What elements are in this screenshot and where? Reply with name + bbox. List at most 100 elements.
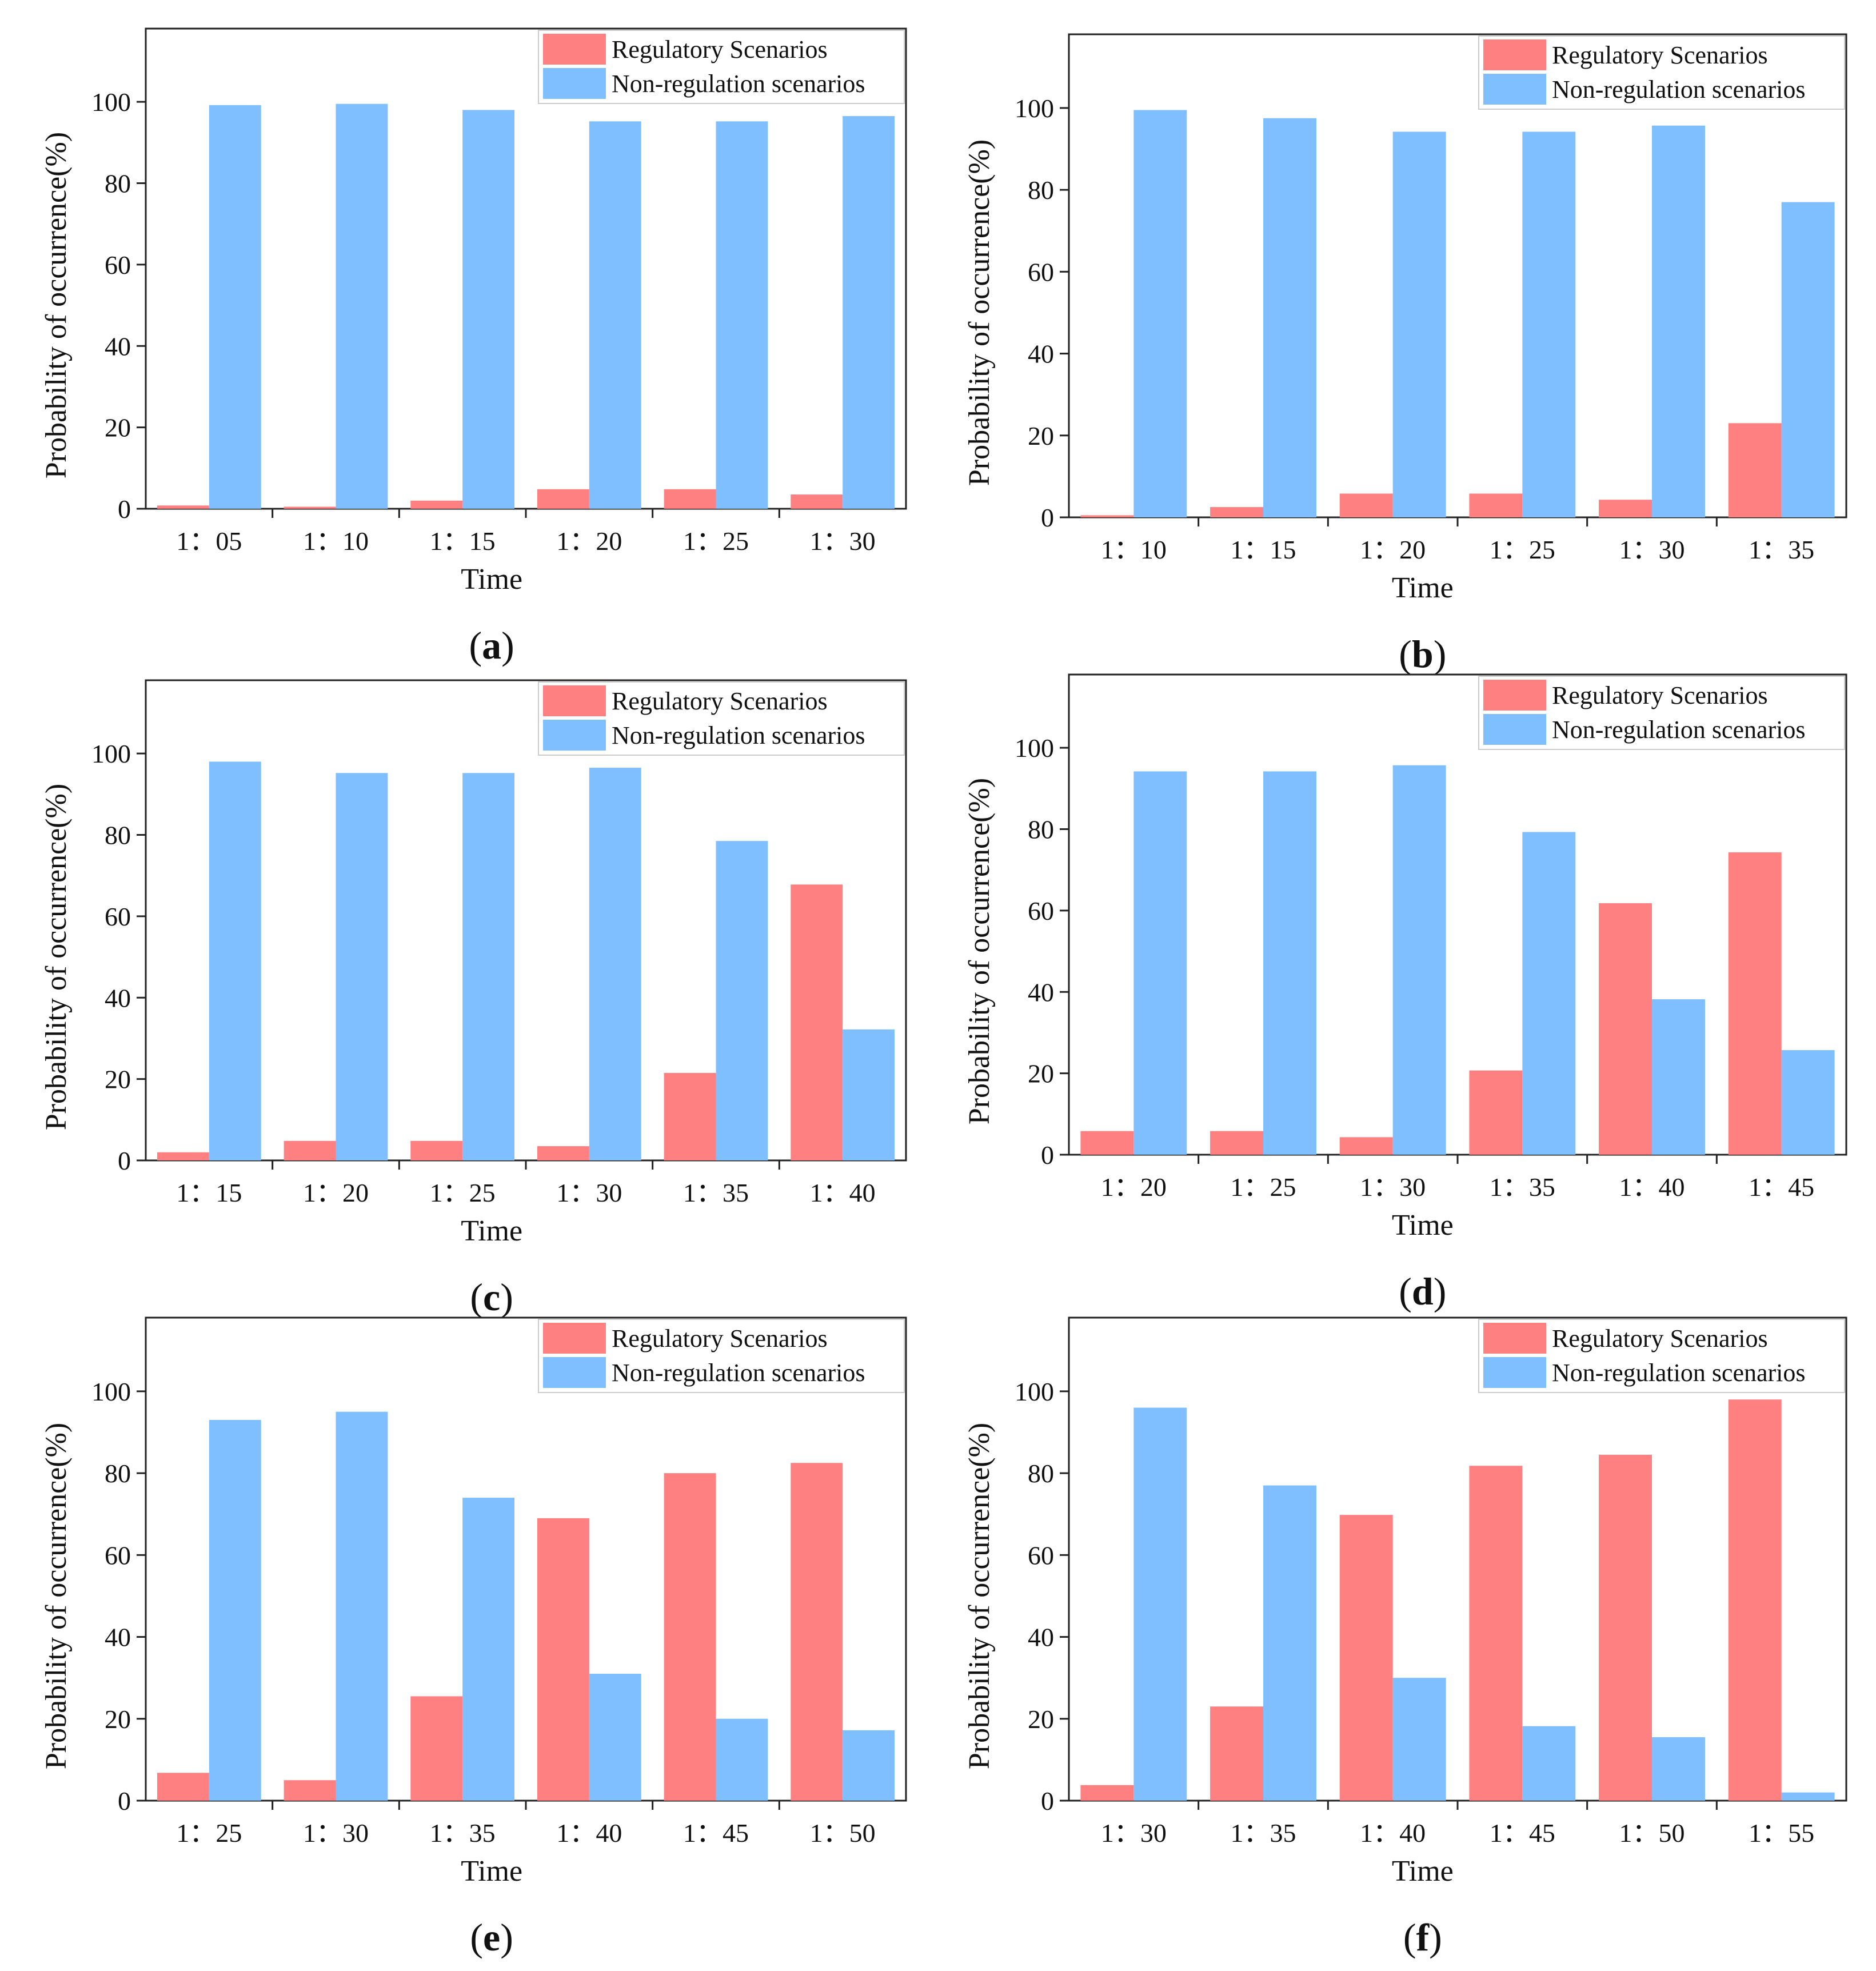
- x-tick-label: 1：35: [1231, 1818, 1296, 1848]
- x-tick-label: 1：30: [1101, 1818, 1167, 1848]
- legend-label: Non-regulation scenarios: [1552, 716, 1806, 744]
- y-tick-label: 80: [1028, 815, 1054, 844]
- bar-non-regulation: [1392, 765, 1446, 1155]
- legend-label: Non-regulation scenarios: [612, 1359, 865, 1387]
- x-tick-label: 1：30: [556, 1178, 622, 1207]
- x-tick-label: 1：45: [683, 1818, 749, 1848]
- legend: Regulatory Scenarios Non-regulation scena…: [538, 1319, 905, 1393]
- legend-swatch: [543, 68, 606, 99]
- bar-non-regulation: [1133, 1407, 1187, 1801]
- bar-regulatory: [1599, 903, 1652, 1155]
- bar-non-regulation: [1522, 131, 1576, 518]
- chart-panel-d: 0 20 40 60 80 100 1：20 1：25 1：30 1：35 1：40 1：45 Time…: [963, 673, 1847, 1313]
- legend-label: Non-regulation scenarios: [612, 70, 865, 98]
- bar-non-regulation: [336, 773, 388, 1160]
- bar-non-regulation: [716, 1718, 768, 1801]
- panel-label: (a): [469, 624, 514, 667]
- bar-non-regulation: [843, 1029, 895, 1160]
- panel-label: (c): [470, 1275, 513, 1319]
- bar-non-regulation: [1781, 202, 1835, 517]
- bar-non-regulation: [336, 1411, 388, 1801]
- bar-regulatory: [1599, 1454, 1652, 1801]
- y-tick-label: 40: [1028, 340, 1054, 369]
- x-tick-label: 1：25: [1231, 1172, 1296, 1202]
- x-tick-label: 1：40: [556, 1818, 622, 1848]
- bar-non-regulation: [1652, 1737, 1705, 1801]
- y-tick-label: 80: [1028, 1459, 1054, 1488]
- bar-regulatory: [157, 1773, 209, 1801]
- y-tick-label: 0: [118, 1146, 131, 1175]
- y-tick-label: 40: [105, 1623, 131, 1652]
- bar-non-regulation: [1652, 125, 1705, 517]
- chart-panel-f: 0 20 40 60 80 100 1：30 1：35 1：40 1：45 1：50 1：55 Time…: [963, 1316, 1847, 1959]
- legend-swatch: [543, 1323, 606, 1354]
- x-tick-label: 1：25: [683, 526, 749, 556]
- y-tick-label: 60: [105, 1541, 131, 1570]
- bar-non-regulation: [462, 1498, 515, 1801]
- y-tick-label: 40: [1028, 1623, 1054, 1652]
- y-tick-label: 80: [105, 169, 131, 198]
- y-tick-label: 0: [1041, 1786, 1054, 1816]
- bar-regulatory: [1339, 493, 1393, 517]
- bar-regulatory: [1728, 852, 1782, 1155]
- x-axis-title: Time: [1392, 1855, 1454, 1888]
- y-tick-label: 60: [105, 250, 131, 280]
- x-tick-label: 1：15: [176, 1178, 242, 1207]
- x-tick-label: 1：30: [303, 1818, 369, 1848]
- legend-swatch: [1483, 714, 1546, 745]
- x-tick-label: 1：20: [556, 526, 622, 556]
- legend-swatch: [1483, 1357, 1546, 1388]
- bar-non-regulation: [1392, 1678, 1446, 1801]
- bar-non-regulation: [1133, 771, 1187, 1155]
- chart-panel-b: 0 20 40 60 80 100 1：10 1：15 1：20 1：25 1：30 1：35 Time…: [963, 33, 1847, 676]
- panel-label: (b): [1399, 632, 1446, 676]
- x-tick-label: 1：30: [1619, 535, 1685, 564]
- y-tick-label: 0: [1041, 1140, 1054, 1170]
- bar-regulatory: [1469, 1070, 1523, 1155]
- bar-regulatory: [1339, 1137, 1393, 1155]
- bar-regulatory: [284, 506, 336, 509]
- y-tick-label: 20: [1028, 1705, 1054, 1734]
- bar-non-regulation: [1263, 771, 1316, 1155]
- bar-regulatory: [1469, 493, 1523, 517]
- x-tick-label: 1：50: [810, 1818, 876, 1848]
- legend-label: Regulatory Scenarios: [1552, 41, 1768, 69]
- x-tick-label: 1：15: [430, 526, 496, 556]
- bar-non-regulation: [1781, 1050, 1835, 1155]
- bar-non-regulation: [589, 768, 641, 1160]
- y-tick-label: 100: [1015, 94, 1054, 123]
- bar-regulatory: [537, 1146, 589, 1160]
- y-tick-label: 100: [91, 1377, 131, 1406]
- legend-swatch: [543, 34, 606, 65]
- x-axis-title: Time: [461, 1855, 522, 1888]
- bar-regulatory: [1469, 1466, 1523, 1801]
- y-tick-label: 100: [91, 87, 131, 117]
- bar-regulatory: [537, 489, 589, 509]
- x-tick-label: 1：30: [810, 526, 876, 556]
- legend: Regulatory Scenarios Non-regulation scena…: [538, 681, 905, 756]
- bar-regulatory: [1728, 1399, 1782, 1801]
- bar-non-regulation: [209, 105, 261, 509]
- x-tick-label: 1：20: [1101, 1172, 1167, 1202]
- bar-non-regulation: [462, 773, 515, 1160]
- x-tick-label: 1：35: [1749, 535, 1814, 564]
- bar-regulatory: [157, 505, 209, 509]
- legend-label: Non-regulation scenarios: [1552, 1359, 1806, 1387]
- bar-non-regulation: [716, 121, 768, 509]
- bar-regulatory: [791, 884, 843, 1160]
- y-tick-label: 80: [105, 1459, 131, 1488]
- y-tick-label: 40: [1028, 977, 1054, 1007]
- legend-swatch: [543, 720, 606, 751]
- y-tick-label: 40: [105, 983, 131, 1012]
- bar-non-regulation: [843, 116, 895, 509]
- x-axis-title: Time: [1392, 1209, 1454, 1242]
- bar-non-regulation: [462, 110, 515, 509]
- chart-panel-a: 0 20 40 60 80 100 1：05 1：10 1：15 1：20 1：25 1：30 Time…: [40, 27, 907, 667]
- y-axis-title: Probability of occurrence(%): [40, 1423, 73, 1769]
- bar-regulatory: [410, 1140, 463, 1160]
- x-tick-label: 1：35: [430, 1818, 496, 1848]
- y-tick-label: 60: [1028, 1541, 1054, 1570]
- y-tick-label: 60: [105, 902, 131, 931]
- bar-non-regulation: [336, 103, 388, 509]
